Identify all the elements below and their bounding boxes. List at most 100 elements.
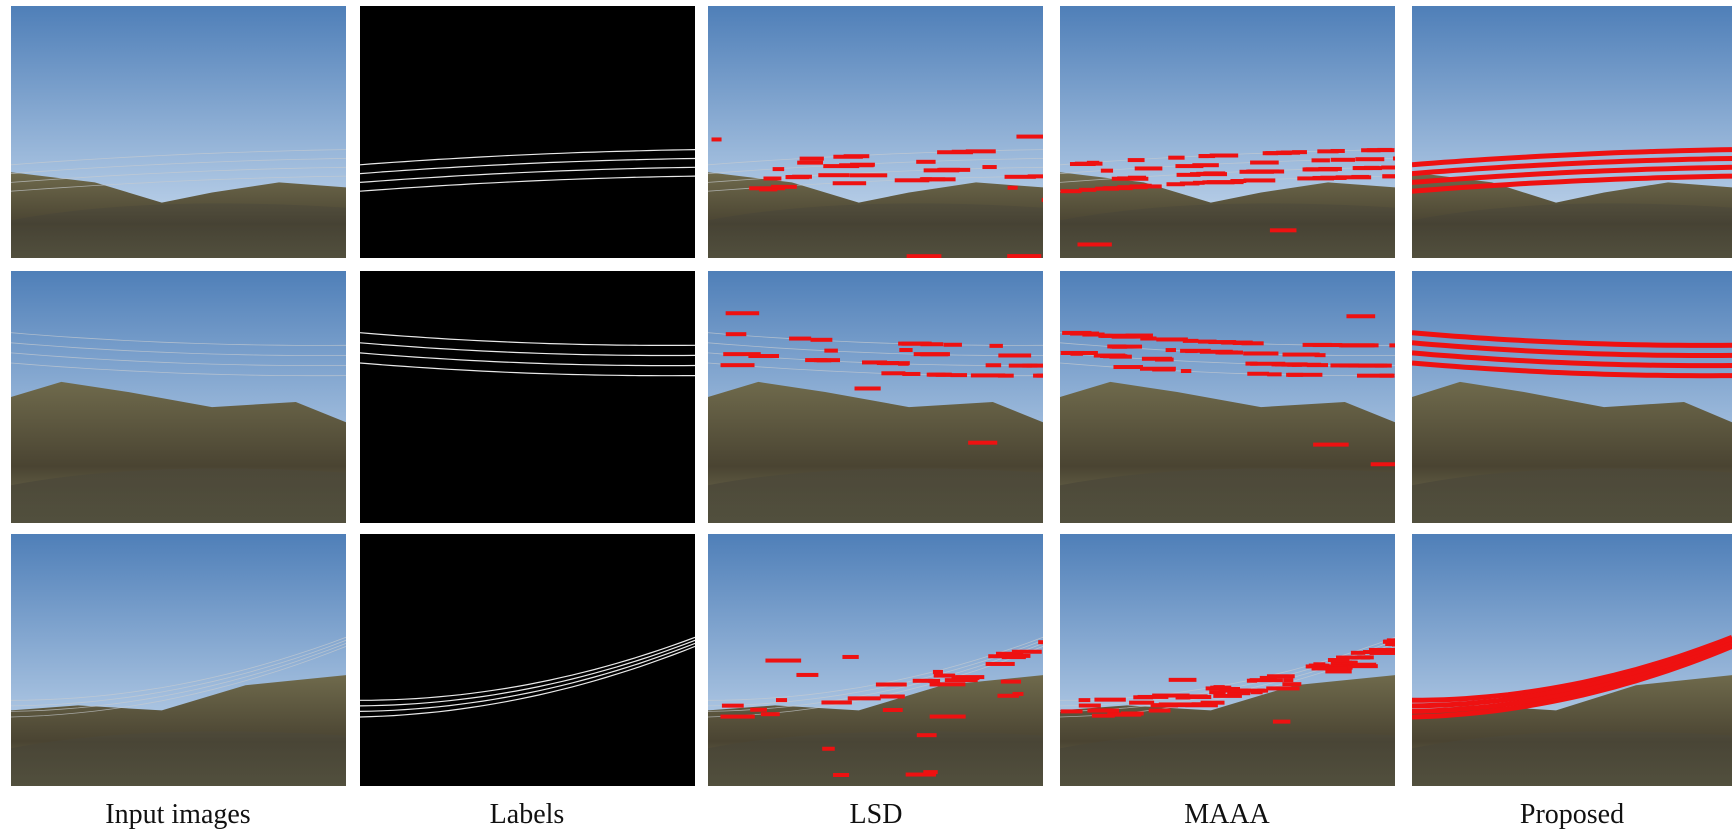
detection: [787, 174, 805, 179]
hill-shadow: [11, 731, 346, 786]
detection: [1091, 713, 1115, 718]
detection: [1311, 158, 1330, 163]
detection: [797, 160, 824, 165]
detection: [1165, 348, 1176, 353]
detection: [1392, 156, 1395, 161]
detection: [1377, 147, 1393, 152]
detection: [1213, 693, 1242, 698]
wire: [11, 636, 346, 701]
detection: [916, 159, 936, 164]
line: [1412, 637, 1732, 709]
line: [360, 362, 695, 377]
line: [1412, 330, 1732, 348]
line: [360, 149, 695, 166]
detection: [1176, 172, 1201, 177]
detection: [1232, 341, 1247, 346]
detection: [1250, 361, 1286, 366]
detection: [1341, 660, 1353, 665]
wire: [708, 332, 1043, 346]
detection: [916, 733, 937, 738]
detection: [1269, 228, 1297, 233]
detection: [1087, 708, 1120, 713]
detection: [1249, 678, 1283, 683]
detection: [725, 332, 747, 337]
wire: [708, 342, 1043, 356]
detection: [1209, 153, 1239, 158]
detection: [995, 651, 1024, 656]
detection: [1368, 647, 1395, 652]
detection: [1099, 333, 1111, 338]
detection: [1383, 639, 1395, 644]
hill-shadow: [1412, 203, 1732, 258]
detection: [1060, 350, 1085, 355]
hill-shadow: [1412, 468, 1732, 523]
detection: [1369, 650, 1395, 655]
detection: [906, 254, 942, 258]
detection: [1152, 693, 1190, 698]
detection: [760, 712, 780, 717]
detection: [997, 373, 1014, 378]
detection: [1389, 343, 1395, 348]
detection: [938, 167, 960, 172]
line: [360, 175, 695, 192]
detection: [1078, 703, 1101, 708]
wire: [11, 362, 346, 377]
detection: [1353, 166, 1373, 171]
detection: [1107, 712, 1142, 717]
detection: [1007, 254, 1042, 258]
image-cell: [1412, 534, 1732, 786]
detection: [1351, 174, 1370, 179]
line: [1412, 641, 1732, 714]
detection: [843, 154, 870, 159]
detection: [1243, 178, 1276, 183]
detection: [905, 772, 937, 777]
detection: [1361, 148, 1381, 153]
detection: [1175, 164, 1204, 169]
detection: [1257, 688, 1269, 693]
hill-shadow: [1060, 468, 1395, 523]
detection: [1306, 363, 1329, 368]
line: [360, 636, 695, 701]
line: [360, 352, 695, 367]
detection: [1202, 180, 1235, 185]
wire: [11, 149, 346, 166]
wire: [708, 639, 1043, 707]
detection: [775, 698, 788, 703]
detection: [985, 661, 1015, 666]
wire: [11, 643, 346, 712]
detection: [875, 682, 907, 687]
detection: [1314, 353, 1326, 358]
detection: [1245, 361, 1258, 366]
detection: [1078, 187, 1097, 192]
column-label: Input images: [105, 799, 250, 830]
detection: [1364, 165, 1380, 170]
detection: [1155, 357, 1174, 362]
detection: [1336, 655, 1371, 660]
detection: [1312, 175, 1347, 180]
detection: [789, 336, 812, 341]
detection: [1218, 688, 1251, 693]
line: [360, 157, 695, 175]
detection: [824, 348, 838, 353]
detection: [1183, 694, 1208, 699]
detection: [1356, 373, 1394, 378]
detection: [1182, 338, 1199, 343]
detection: [723, 352, 761, 357]
detection: [1266, 674, 1295, 679]
detection: [721, 703, 744, 708]
detection: [796, 672, 819, 677]
detection: [1302, 342, 1332, 347]
detection: [1062, 330, 1092, 335]
detection: [771, 184, 797, 189]
wire: [11, 332, 346, 346]
detection: [1111, 334, 1149, 339]
detection: [1008, 363, 1032, 368]
detection: [1305, 167, 1319, 172]
line: [1412, 147, 1732, 168]
detection: [1355, 157, 1385, 162]
detection: [821, 700, 852, 705]
detection: [1022, 363, 1043, 368]
column-label: Proposed: [1520, 799, 1624, 830]
detection: [1330, 157, 1356, 162]
detection: [1060, 709, 1083, 714]
